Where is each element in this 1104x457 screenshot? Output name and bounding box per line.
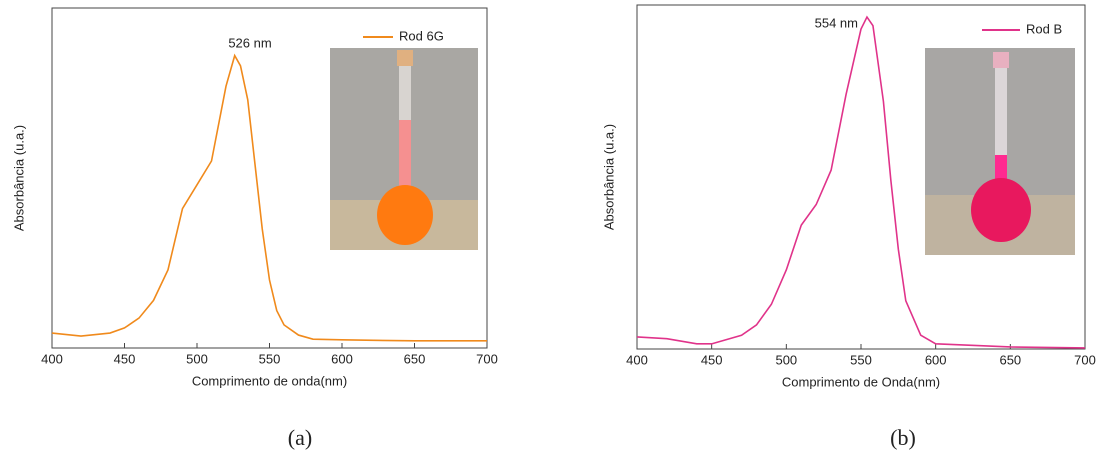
peak-annotation: 554 nm [815, 15, 858, 30]
x-tick-label: 650 [999, 352, 1021, 367]
legend-label: Rod 6G [399, 28, 444, 43]
inset-photo-a [330, 48, 478, 250]
x-axis-label: Comprimento de onda(nm) [192, 373, 347, 388]
panel-caption: (b) [890, 425, 916, 450]
x-tick-label: 600 [331, 351, 353, 366]
x-tick-label: 450 [114, 351, 136, 366]
y-axis-label: Absorbância (u.a.) [601, 124, 616, 230]
x-tick-label: 400 [626, 352, 648, 367]
inset-photo-b [925, 48, 1075, 255]
spectrum-line [51, 53, 487, 342]
x-tick-label: 400 [41, 351, 63, 366]
x-tick-label: 650 [404, 351, 426, 366]
x-tick-label: 600 [925, 352, 947, 367]
x-tick-label: 450 [701, 352, 723, 367]
spectrum-line [636, 15, 1086, 349]
x-tick-label: 700 [1074, 352, 1096, 367]
panel-caption: (a) [288, 425, 312, 450]
x-tick-label: 500 [186, 351, 208, 366]
y-axis-label: Absorbância (u.a.) [11, 125, 26, 231]
x-tick-label: 550 [259, 351, 281, 366]
x-tick-label: 500 [775, 352, 797, 367]
x-axis-label: Comprimento de Onda(nm) [782, 374, 940, 389]
x-tick-label: 700 [476, 351, 498, 366]
x-tick-label: 550 [850, 352, 872, 367]
legend-label: Rod B [1026, 21, 1062, 36]
peak-annotation: 526 nm [228, 35, 271, 50]
